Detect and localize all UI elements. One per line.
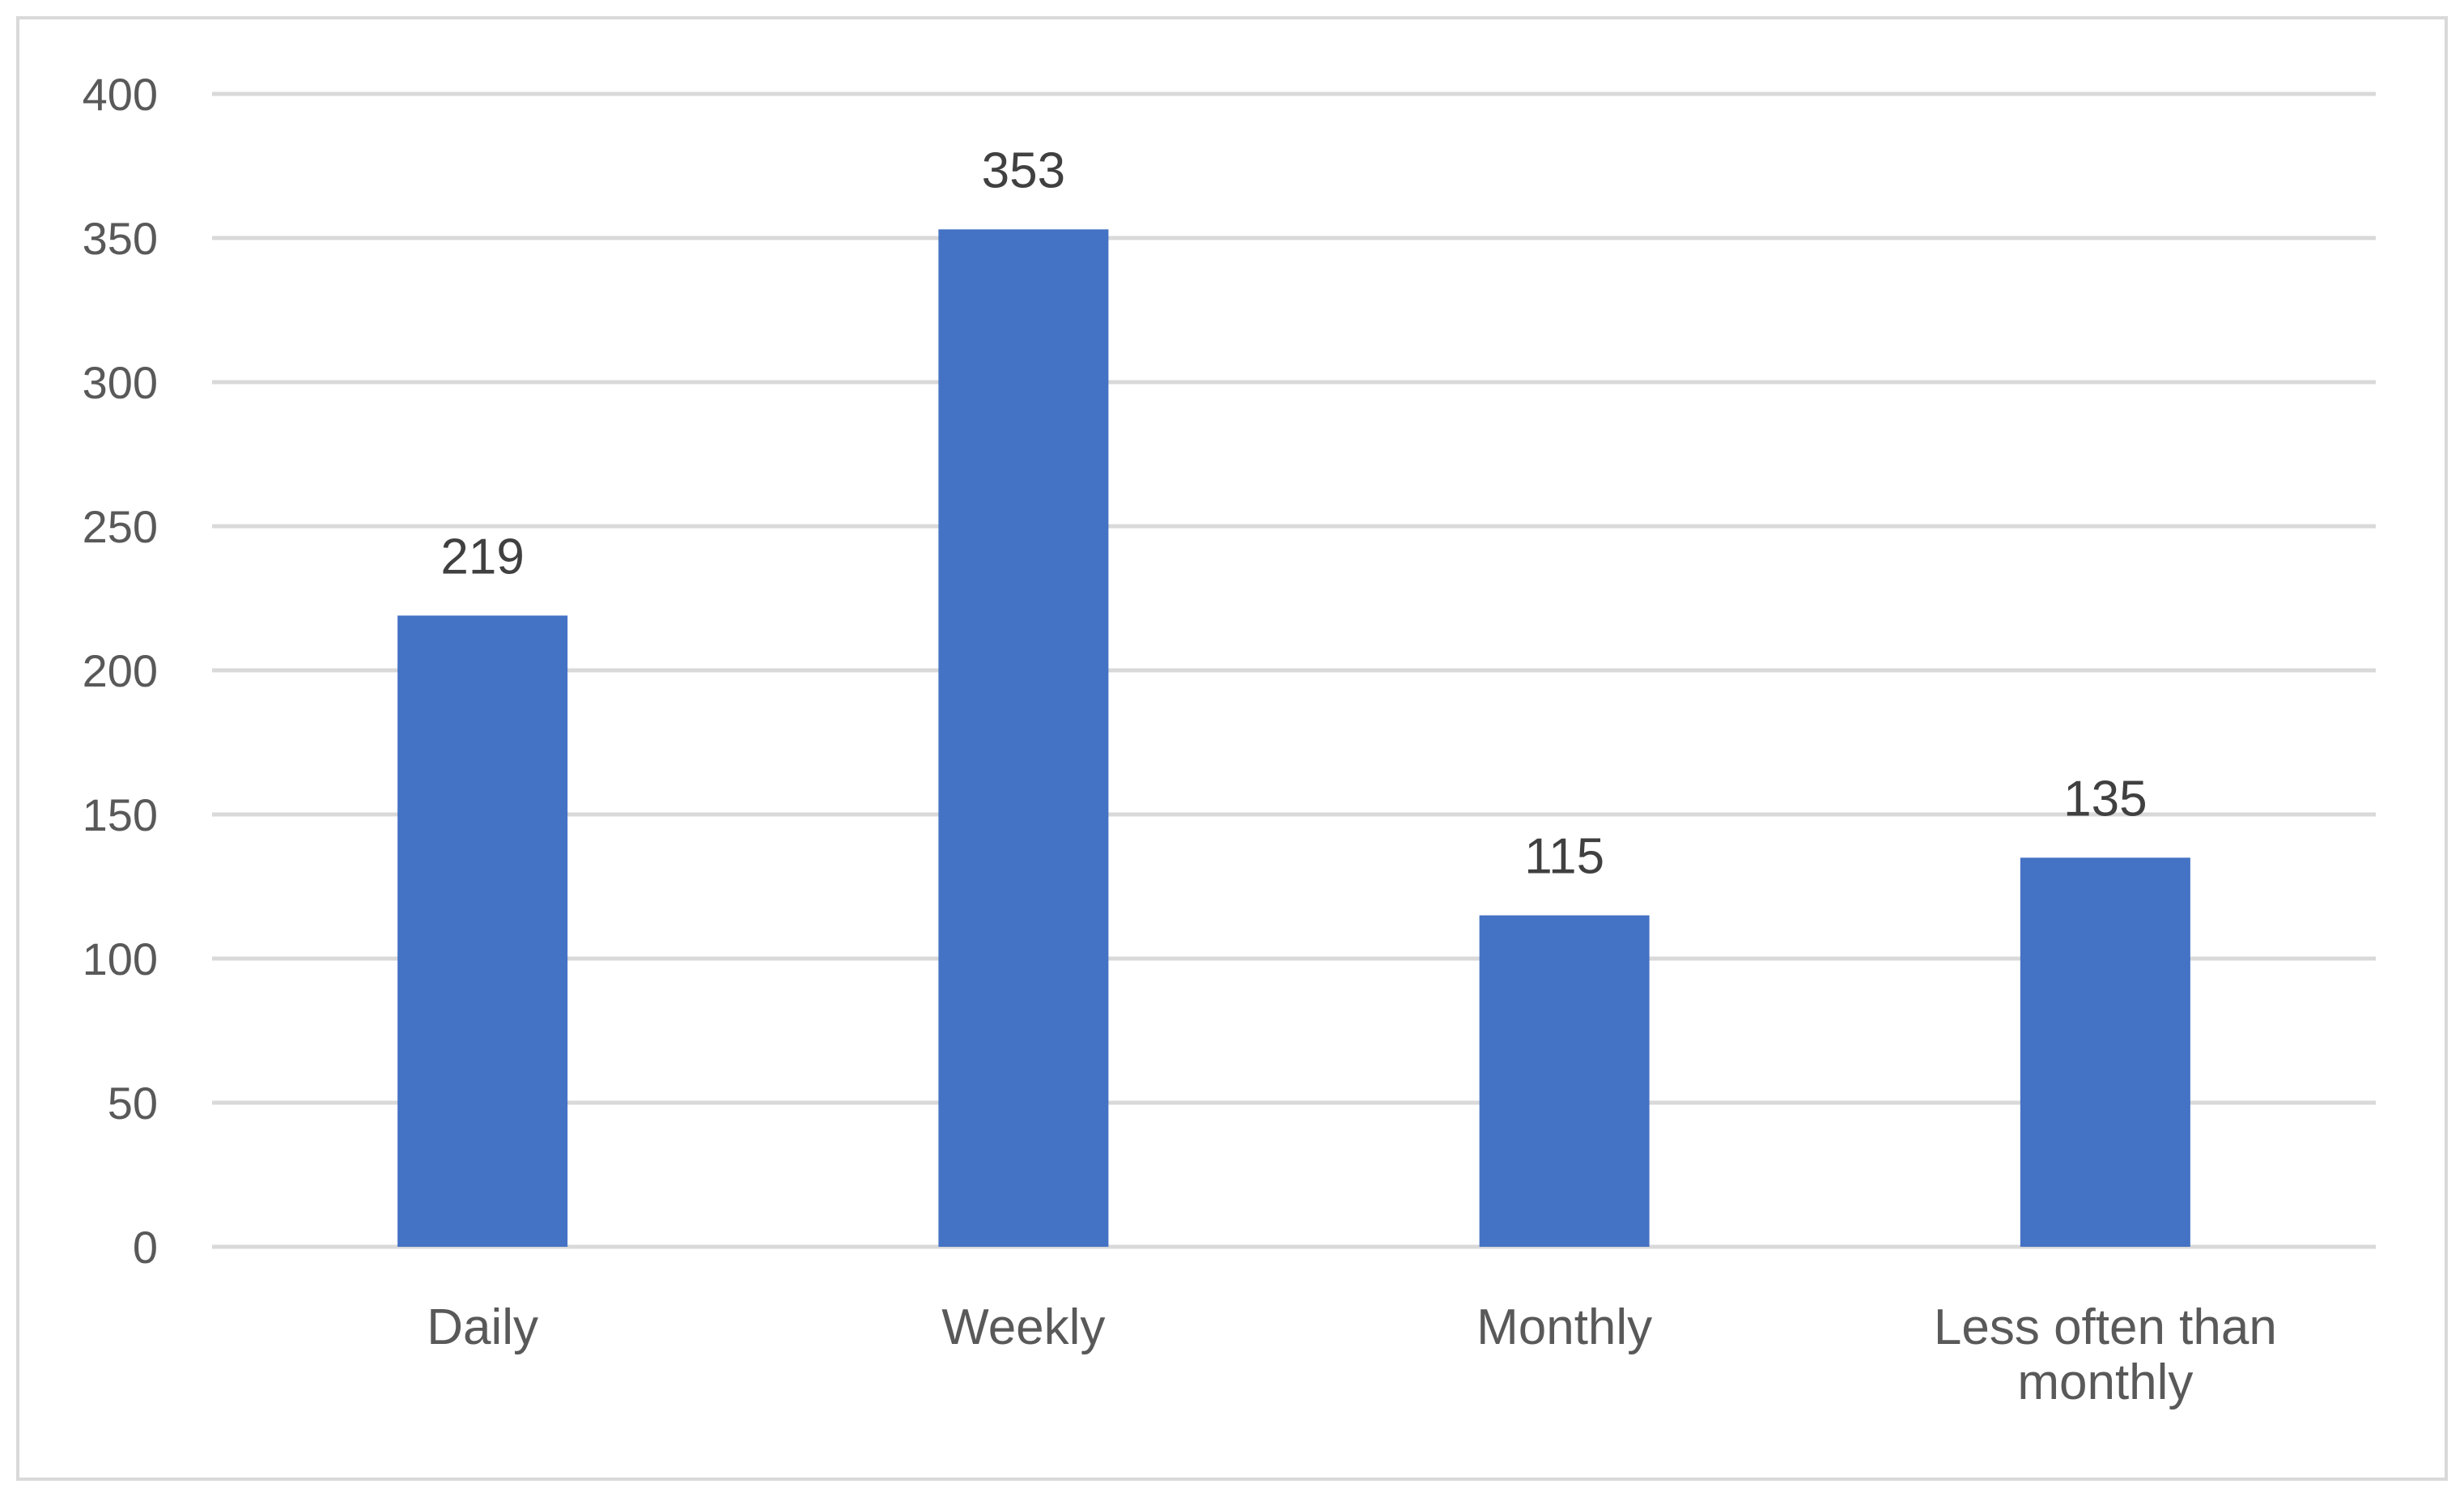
bars	[397, 229, 2190, 1247]
y-tick-label: 300	[83, 357, 158, 408]
y-tick-label: 200	[83, 645, 158, 696]
x-category-label: Less often than monthly	[1934, 1299, 2277, 1410]
data-label: 353	[982, 142, 1065, 198]
data-labels: 219 353 115 135	[440, 142, 2147, 884]
data-label: 115	[1524, 829, 1604, 885]
y-tick-label: 50	[108, 1078, 158, 1129]
bar-monthly	[1479, 915, 1650, 1247]
x-category-label: Weekly	[941, 1299, 1105, 1355]
x-category-label-line: Weekly	[941, 1299, 1105, 1355]
x-category-label-line: Monthly	[1476, 1299, 1652, 1355]
data-label: 135	[2063, 771, 2147, 827]
y-tick-label: 0	[133, 1222, 158, 1273]
y-axis-ticks: 0 50 100 150 200 250 300 350 400	[83, 69, 158, 1273]
x-axis-categories: Daily Weekly Monthly Less often than monthly	[427, 1299, 2277, 1410]
data-label: 219	[440, 529, 524, 585]
y-tick-label: 100	[83, 933, 158, 984]
x-category-label: Monthly	[1476, 1299, 1652, 1355]
bar-weekly	[938, 229, 1109, 1247]
x-category-label-line: Daily	[427, 1299, 538, 1355]
y-tick-label: 150	[83, 789, 158, 840]
y-tick-label: 250	[83, 501, 158, 552]
bar-daily	[397, 615, 568, 1247]
x-category-label-line: Less often than	[1934, 1299, 2277, 1355]
y-tick-label: 350	[83, 213, 158, 264]
gridlines	[212, 91, 2376, 1249]
bar-less-often-than-monthly	[2020, 857, 2190, 1247]
x-category-label: Daily	[427, 1299, 538, 1355]
x-category-label-line: monthly	[2017, 1354, 2193, 1410]
y-tick-label: 400	[83, 69, 158, 120]
